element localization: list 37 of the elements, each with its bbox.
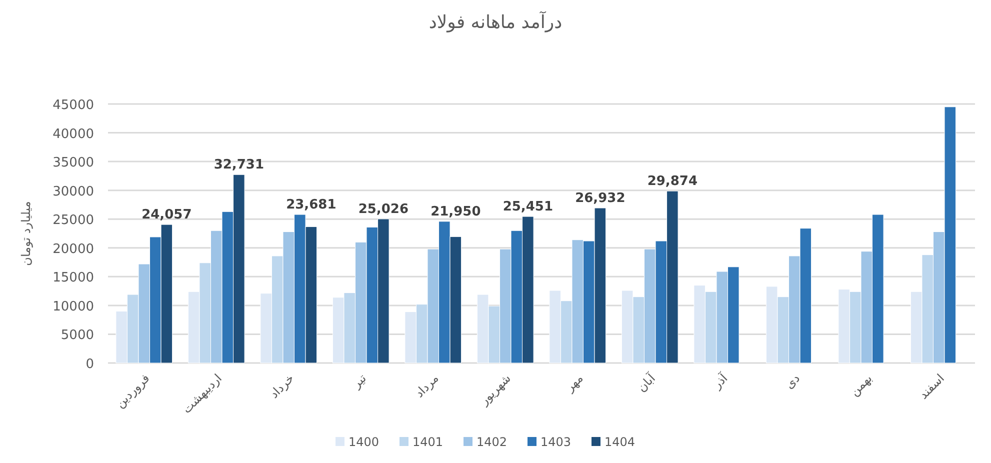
- x-tick-label: اردیبهشت: [180, 371, 224, 416]
- data-label: 25,451: [502, 200, 554, 215]
- legend-label: 1403: [540, 435, 572, 449]
- data-label: 29,874: [647, 174, 698, 190]
- chart-title: درآمد ماهانه فولاد: [428, 11, 562, 33]
- x-tick-label: آبان: [634, 370, 658, 395]
- x-tick-label: مرداد: [412, 371, 442, 400]
- data-label: 24,057: [142, 208, 192, 223]
- data-label: 21,950: [430, 204, 481, 220]
- x-tick-label: شهریور: [476, 371, 514, 408]
- x-tick-label: مهر: [562, 371, 586, 395]
- y-tick-label: 30000: [52, 184, 94, 200]
- y-axis-title: میلیارد تومان: [19, 201, 33, 266]
- y-tick-label: 15000: [52, 270, 94, 286]
- legend-label: 1400: [348, 435, 380, 449]
- y-tick-label: 40000: [52, 126, 94, 142]
- x-tick-label: دی: [782, 371, 802, 392]
- data-label: 23,681: [286, 198, 336, 213]
- x-tick-label: آذر: [708, 370, 731, 392]
- y-tick-label: 20000: [52, 242, 94, 257]
- x-tick-label: تیر: [348, 371, 369, 392]
- y-tick-label: 25000: [52, 213, 94, 228]
- y-tick-label: 0: [86, 357, 94, 372]
- y-tick-label: 5000: [60, 328, 94, 344]
- x-tick-label: اسفند: [916, 371, 947, 402]
- y-tick-label: 35000: [52, 156, 94, 171]
- legend-label: 1402: [476, 435, 508, 449]
- y-tick-label: 10000: [52, 299, 94, 314]
- x-tick-label: فروردین: [112, 371, 152, 411]
- data-label: 26,932: [575, 190, 626, 206]
- x-tick-label: بهمن: [847, 371, 875, 399]
- data-label: 25,026: [358, 202, 409, 217]
- legend-label: 1404: [604, 435, 636, 449]
- x-tick-label: خرداد: [267, 371, 297, 401]
- data-label: 32,731: [214, 158, 264, 173]
- y-tick-label: 45000: [52, 98, 94, 113]
- legend-label: 1401: [412, 435, 444, 449]
